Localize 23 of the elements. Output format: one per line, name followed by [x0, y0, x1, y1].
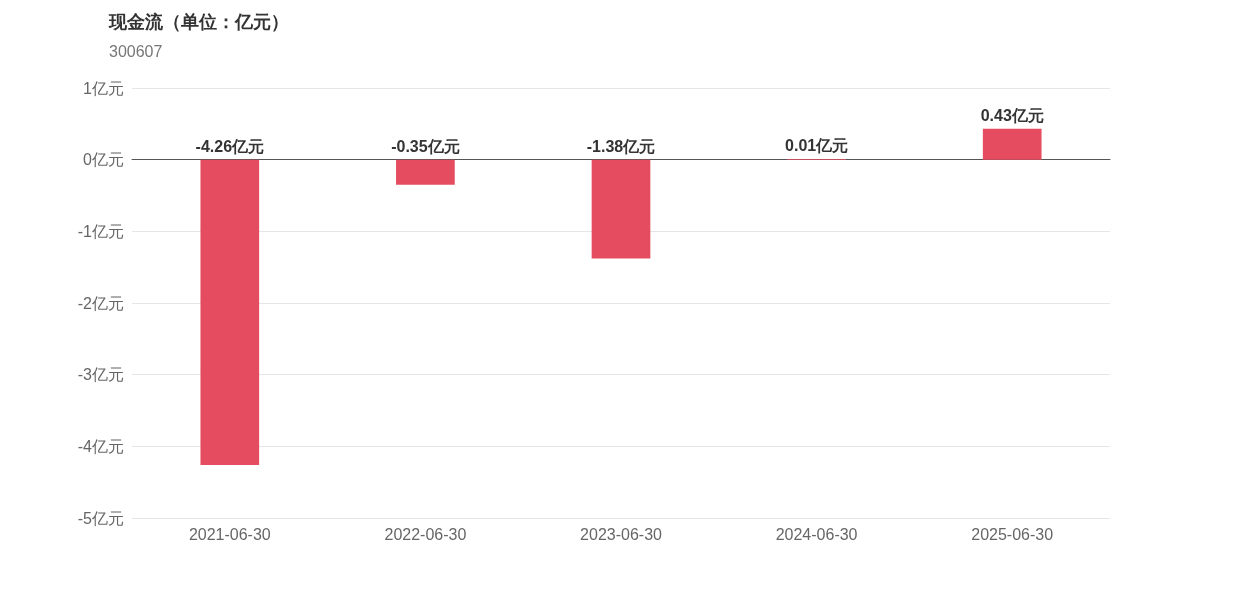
y-tick-label: -1亿元: [77, 222, 124, 240]
y-tick-label: -5亿元: [77, 509, 124, 527]
bar: [396, 159, 455, 185]
x-tick-label: 2025-06-30: [971, 525, 1054, 543]
x-tick-label: 2024-06-30: [775, 525, 858, 543]
chart-title: 现金流（单位：亿元）: [108, 12, 289, 32]
bar: [982, 128, 1042, 160]
y-tick-label: -4亿元: [77, 437, 124, 455]
x-tick-label: 2022-06-30: [384, 525, 467, 543]
data-label: 0.01亿元: [785, 137, 849, 155]
data-label: -1.38亿元: [586, 138, 656, 156]
data-label: -4.26亿元: [195, 138, 265, 156]
x-tick-label: 2021-06-30: [188, 525, 271, 543]
y-tick-label: -3亿元: [77, 366, 124, 384]
bar: [200, 159, 260, 465]
bar: [591, 159, 651, 259]
data-label: -0.35亿元: [391, 138, 460, 156]
data-label: 0.43亿元: [980, 107, 1044, 125]
y-tick-label: -2亿元: [77, 294, 124, 312]
chart-subtitle: 300607: [109, 42, 163, 60]
y-tick-label: 1亿元: [83, 79, 124, 97]
x-tick-label: 2023-06-30: [580, 525, 663, 543]
y-tick-label: 0亿元: [83, 151, 124, 169]
